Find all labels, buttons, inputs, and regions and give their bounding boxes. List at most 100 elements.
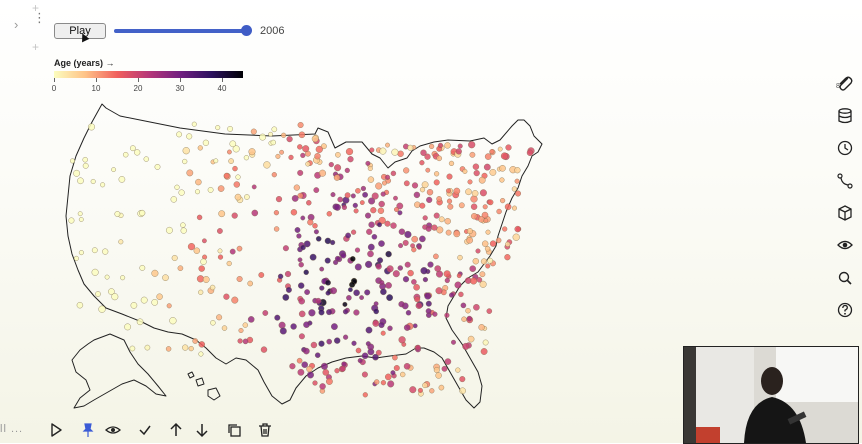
help-icon[interactable] <box>836 301 854 319</box>
station-marker <box>420 160 425 165</box>
station-marker <box>176 132 181 137</box>
station-marker <box>238 339 243 344</box>
package-icon[interactable] <box>836 204 854 222</box>
station-marker <box>425 154 431 160</box>
move-down-icon[interactable] <box>194 422 210 438</box>
station-marker <box>485 154 491 160</box>
station-marker <box>351 230 356 235</box>
year-slider-thumb[interactable] <box>241 25 252 36</box>
station-marker <box>487 258 492 263</box>
delete-icon[interactable] <box>257 422 273 438</box>
station-marker <box>319 170 326 177</box>
station-marker <box>214 159 218 163</box>
station-marker <box>380 289 386 295</box>
station-marker <box>333 260 338 265</box>
station-marker <box>417 245 421 249</box>
station-marker <box>391 171 396 176</box>
station-marker <box>366 327 372 333</box>
station-marker <box>227 150 231 154</box>
move-up-icon[interactable] <box>168 422 184 438</box>
station-marker <box>425 293 432 300</box>
station-marker <box>506 145 512 151</box>
pin-icon[interactable] <box>80 422 96 438</box>
color-legend: Age (years) → 0 10 20 30 40 <box>54 58 254 98</box>
station-marker <box>189 346 194 351</box>
station-marker <box>330 240 335 245</box>
year-slider-track[interactable] <box>114 29 250 33</box>
station-marker <box>327 339 332 344</box>
station-marker <box>99 306 106 313</box>
station-marker <box>476 249 481 254</box>
whiteboard <box>776 347 858 402</box>
eye-icon[interactable] <box>105 422 121 438</box>
station-marker <box>449 293 454 298</box>
eye-icon[interactable] <box>836 236 854 254</box>
station-marker <box>215 125 220 130</box>
station-marker <box>360 200 364 204</box>
search-icon[interactable] <box>836 269 854 287</box>
station-marker <box>370 207 376 213</box>
collapse-chevron-icon[interactable]: › <box>14 17 18 32</box>
station-marker <box>309 309 316 316</box>
add-cell-below-icon[interactable]: + <box>32 40 39 54</box>
station-marker <box>243 323 248 328</box>
check-icon[interactable] <box>137 422 153 438</box>
station-marker <box>378 241 384 247</box>
station-marker <box>287 136 293 142</box>
duplicate-icon[interactable] <box>226 422 242 438</box>
station-marker <box>315 153 321 159</box>
station-marker <box>481 348 487 354</box>
station-marker <box>470 266 476 272</box>
station-marker <box>414 297 420 303</box>
station-marker <box>420 203 426 209</box>
station-marker <box>403 240 409 246</box>
station-marker <box>323 369 329 375</box>
station-marker <box>186 134 192 140</box>
station-marker <box>326 378 332 384</box>
station-marker <box>480 190 487 197</box>
station-marker <box>236 175 241 180</box>
station-marker <box>197 215 202 220</box>
station-marker <box>444 271 451 278</box>
cell-menu-icon[interactable]: ⋮ <box>33 15 46 20</box>
station-marker <box>373 320 379 326</box>
database-icon[interactable] <box>836 107 854 125</box>
station-marker <box>502 227 507 232</box>
station-marker <box>365 261 372 268</box>
year-slider[interactable] <box>114 26 250 36</box>
toolbar-fragment: ll ... <box>0 423 23 435</box>
run-icon[interactable] <box>48 422 64 438</box>
cell-gutter: + › ⋮ + <box>8 0 48 60</box>
station-marker <box>439 385 444 390</box>
station-marker <box>467 237 473 243</box>
station-marker <box>426 308 431 313</box>
station-marker <box>466 308 471 313</box>
station-marker <box>301 216 305 220</box>
station-marker <box>500 198 505 203</box>
station-marker <box>434 367 440 373</box>
station-marker <box>364 290 370 296</box>
station-marker <box>338 197 343 202</box>
station-marker <box>299 262 304 267</box>
branch-icon[interactable] <box>836 172 854 190</box>
station-marker <box>404 363 410 369</box>
station-marker <box>379 201 385 207</box>
station-marker <box>201 259 207 265</box>
legend-tick <box>138 78 139 82</box>
history-icon[interactable] <box>836 139 854 157</box>
station-marker <box>152 299 158 305</box>
station-marker <box>445 359 451 365</box>
station-marker <box>320 267 324 271</box>
station-marker <box>187 170 193 176</box>
station-marker <box>331 192 336 197</box>
station-marker <box>376 350 381 355</box>
station-marker <box>222 326 227 331</box>
station-marker <box>513 234 520 241</box>
station-marker <box>387 266 394 273</box>
station-marker <box>102 249 108 255</box>
station-marker <box>352 341 357 346</box>
station-marker <box>261 347 267 353</box>
station-marker <box>403 168 409 174</box>
station-marker <box>199 266 205 272</box>
station-marker <box>342 362 347 367</box>
